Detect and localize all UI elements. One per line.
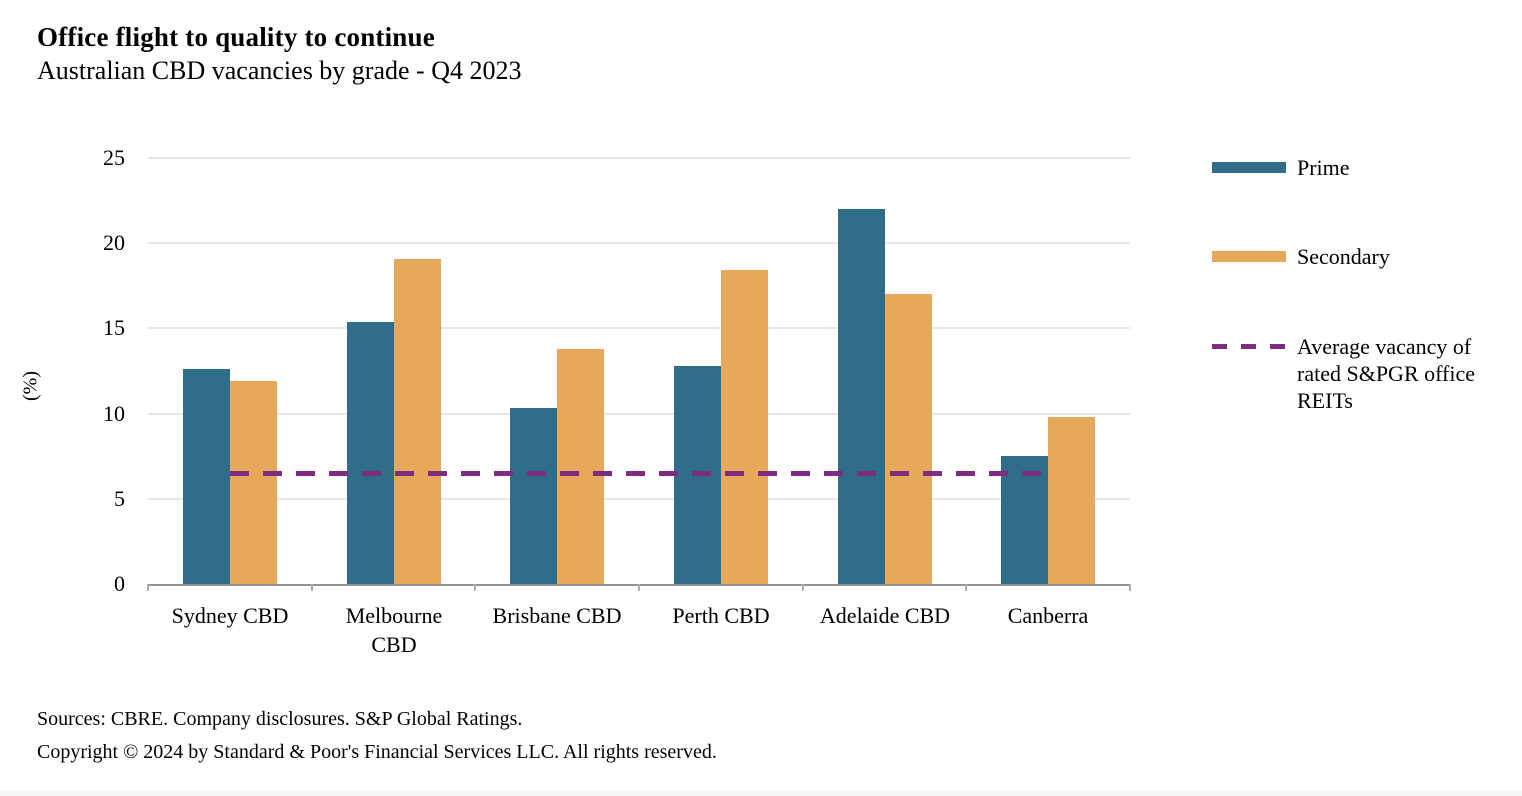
legend-item-secondary: Secondary <box>1212 243 1390 270</box>
x-axis-tick <box>147 584 149 591</box>
legend-swatch-secondary <box>1212 251 1286 262</box>
gridline-20 <box>148 242 1130 245</box>
gridline-25 <box>148 157 1130 159</box>
x-axis-label-brisbane-cbd: Brisbane CBD <box>492 603 622 628</box>
y-tick-label-20: 20 <box>103 230 125 256</box>
y-axis-label: (%) <box>19 371 42 401</box>
bar-prime-melbourne-cbd <box>347 322 394 584</box>
x-axis-tick <box>638 584 640 591</box>
bar-secondary-canberra <box>1048 417 1095 584</box>
plot-area <box>147 157 1131 591</box>
sources-text: Sources: CBRE. Company disclosures. S&P … <box>37 708 523 730</box>
bottom-strip <box>0 791 1522 796</box>
legend-swatch-average-dashed-line <box>1212 344 1286 349</box>
y-tick-label-5: 5 <box>114 485 125 511</box>
bar-prime-canberra <box>1001 456 1048 584</box>
x-axis-tick <box>474 584 476 591</box>
bar-prime-sydney-cbd <box>183 369 230 584</box>
chart-subtitle: Australian CBD vacancies by grade - Q4 2… <box>37 56 522 85</box>
x-axis-tick <box>802 584 804 591</box>
x-axis-tick <box>965 584 967 591</box>
bar-secondary-sydney-cbd <box>230 381 277 584</box>
bar-secondary-perth-cbd <box>721 270 768 584</box>
y-tick-label-0: 0 <box>114 571 125 596</box>
legend-item-prime: Prime <box>1212 154 1350 181</box>
bar-prime-adelaide-cbd <box>838 209 885 584</box>
x-axis-label-adelaide-cbd: Adelaide CBD <box>819 603 951 628</box>
x-axis-label-canberra: Canberra <box>1007 603 1089 628</box>
chart-title: Office flight to quality to continue <box>37 22 435 52</box>
y-tick-label-10: 10 <box>103 400 125 426</box>
legend-item-average-line: Average vacancy of rated S&PGR office RE… <box>1212 333 1502 414</box>
x-axis-label-sydney-cbd: Sydney CBD <box>171 603 289 628</box>
y-tick-label-15: 15 <box>103 315 125 341</box>
legend-swatch-prime <box>1212 162 1286 173</box>
y-tick-label-25: 25 <box>103 145 125 170</box>
x-axis-tick <box>1129 584 1131 591</box>
legend-label-prime: Prime <box>1297 155 1350 180</box>
bar-secondary-adelaide-cbd <box>885 294 932 584</box>
gridline-15 <box>148 327 1130 330</box>
gridline-10 <box>148 412 1130 415</box>
x-axis-label-melbourne-cbd: Melbourne CBD <box>345 603 443 657</box>
bar-secondary-melbourne-cbd <box>394 259 441 584</box>
copyright-text: Copyright © 2024 by Standard & Poor's Fi… <box>37 741 717 763</box>
legend-label-secondary: Secondary <box>1297 244 1390 269</box>
bar-prime-brisbane-cbd <box>510 408 557 584</box>
bar-secondary-brisbane-cbd <box>557 349 604 584</box>
average-vacancy-reference-line <box>230 471 1048 476</box>
legend-label-average: Average vacancy of rated S&PGR office RE… <box>1297 334 1476 413</box>
x-axis-tick <box>311 584 313 591</box>
x-axis-label-perth-cbd: Perth CBD <box>672 603 770 628</box>
gridline-5 <box>148 497 1130 500</box>
